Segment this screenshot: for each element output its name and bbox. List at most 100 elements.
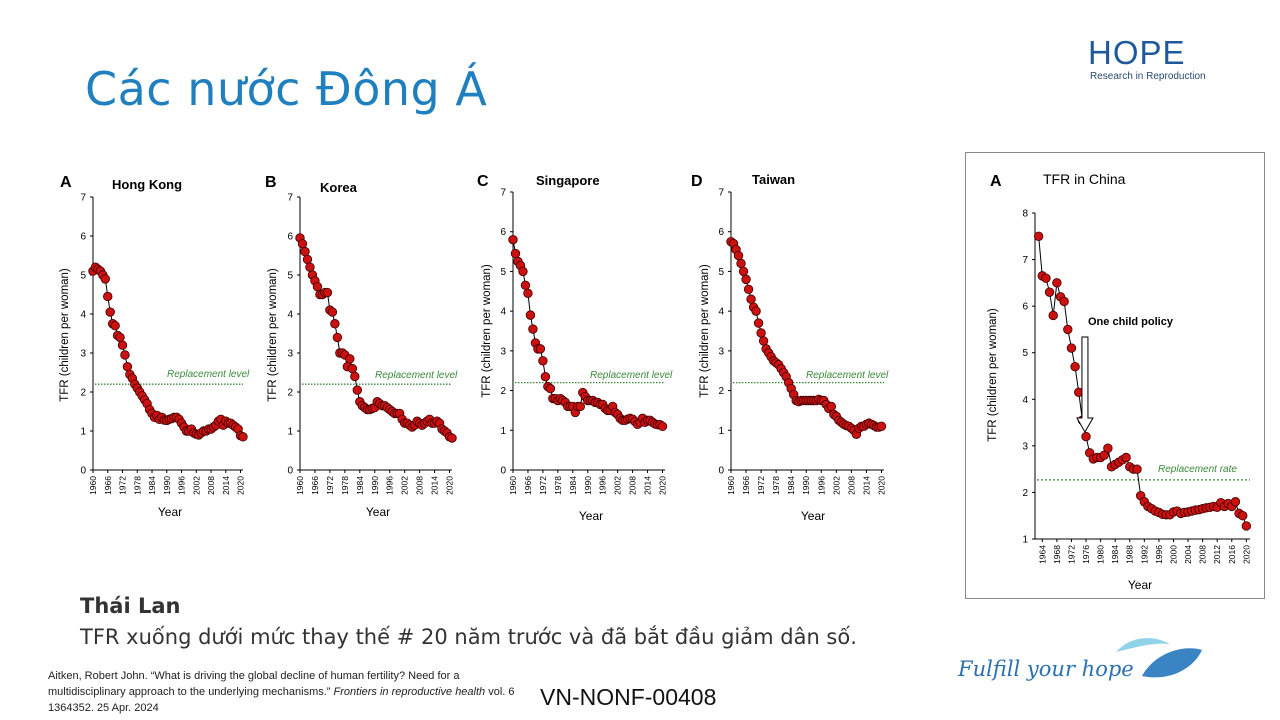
chart-4-data-point	[1070, 361, 1080, 372]
chart-1-data-point	[327, 307, 338, 317]
chart-1-x-tick-label: 2014	[430, 476, 440, 495]
citation: Aitken, Robert John. “What is driving th…	[48, 668, 518, 716]
chart-2-data-point	[508, 234, 518, 245]
chart-4-y-tick-label: 1	[1022, 535, 1028, 546]
thailand-text: TFR xuống dưới mức thay thế # 20 năm trư…	[80, 625, 857, 649]
chart-3-y-tick-label: 7	[718, 188, 724, 199]
chart-3-data-point	[733, 250, 744, 261]
chart-3-y-tick-label: 1	[718, 426, 724, 437]
chart-2-data-point	[528, 324, 538, 334]
chart-1-data-point	[345, 354, 355, 364]
chart-2-data-point	[657, 421, 668, 432]
leaf-logo-icon	[1116, 638, 1202, 678]
chart-0-y-axis-label: TFR (children per woman)	[59, 268, 71, 402]
chart-2-y-axis-label: TFR (children per woman)	[481, 264, 493, 398]
chart-4-data-point	[1230, 497, 1241, 507]
chart-1-data-point	[347, 363, 358, 374]
chart-4-x-tick-label: 2020	[1241, 545, 1251, 564]
chart-4-y-tick-label: 8	[1022, 209, 1028, 220]
chart-2-data-point	[523, 288, 533, 298]
chart-3-y-tick-label: 6	[718, 227, 724, 238]
chart-1-data-point	[352, 385, 363, 395]
chart-2-x-tick-label: 2002	[613, 476, 623, 495]
chart-3-x-tick-label: 2002	[831, 476, 841, 495]
citation-text: Aitken, Robert John. “What is driving th…	[48, 670, 460, 698]
chart-3-y-axis-label: TFR (children per woman)	[699, 264, 711, 398]
chart-0-data-point	[117, 340, 128, 350]
chart-3-data-point	[756, 328, 766, 338]
chart-3-x-tick-label: 1960	[726, 476, 736, 495]
chart-4-y-tick-label: 7	[1022, 255, 1028, 266]
chart-1-data-point	[330, 319, 340, 329]
chart-4-replacement-label: Replacement rate	[1158, 464, 1237, 475]
chart-0-series-line	[92, 266, 244, 438]
chart-3-x-tick-label: 1990	[801, 476, 811, 495]
chart-0-x-tick-label: 1990	[162, 476, 172, 495]
chart-4-y-tick-label: 4	[1022, 395, 1028, 406]
chart-3-data-point	[753, 318, 764, 328]
chart-1-x-tick-label: 1978	[340, 476, 350, 495]
chart-1-y-tick-label: 2	[287, 388, 293, 399]
chart-4-data-point	[1081, 431, 1091, 442]
chart-1-y-axis-label: TFR (children per woman)	[267, 268, 279, 402]
chart-1-y-tick-label: 1	[287, 427, 293, 438]
chart-4-data-point	[1044, 287, 1055, 297]
slogan: Fulfill your hope	[958, 657, 1134, 681]
chart-0-y-tick-label: 3	[80, 349, 86, 360]
chart-2-x-tick-label: 1978	[553, 476, 563, 495]
chart-3-data-point	[826, 401, 837, 412]
chart-1-data-point	[302, 254, 313, 265]
chart-4-annotation-arrow	[1076, 336, 1094, 434]
chart-3-data-point	[751, 306, 761, 316]
citation-journal: Frontiers in reproductive health	[333, 686, 486, 698]
chart-4-y-tick-label: 6	[1022, 302, 1028, 313]
chart-0-x-tick-label: 2002	[191, 476, 201, 495]
slide-title: Các nước Đông Á	[85, 62, 488, 116]
chart-2-y-tick-label: 2	[500, 386, 506, 397]
chart-1-x-tick-label: 1966	[310, 476, 320, 495]
chart-4-data-point	[1066, 343, 1077, 353]
chart-4-x-tick-label: 1984	[1110, 545, 1120, 564]
chart-4-data-point	[1041, 273, 1051, 283]
chart-1-panel-letter: B	[265, 174, 277, 191]
chart-4-data-point	[1033, 231, 1044, 241]
chart-4-data-point	[1059, 296, 1069, 307]
chart-1-replacement-label: Replacement level	[375, 370, 458, 381]
chart-0-y-tick-label: 4	[80, 310, 86, 321]
chart-1-y-tick-label: 5	[287, 271, 293, 282]
chart-0-data-point	[100, 274, 110, 284]
chart-1-x-tick-label: 2008	[415, 476, 425, 495]
chart-4-x-tick-label: 2004	[1183, 545, 1193, 564]
chart-0-y-tick-label: 1	[80, 427, 86, 438]
chart-0-data-point	[103, 291, 113, 302]
document-code: VN-NONF-00408	[540, 684, 717, 710]
chart-4-data-point	[1132, 464, 1142, 474]
chart-1-x-axis-label: Year	[366, 505, 390, 519]
chart-4-x-tick-label: 1988	[1125, 545, 1135, 564]
chart-3-x-tick-label: 1984	[786, 476, 796, 495]
chart-4-x-tick-label: 1968	[1052, 545, 1062, 564]
chart-0-x-tick-label: 1978	[132, 476, 142, 495]
chart-0-x-tick-label: 1966	[103, 476, 113, 495]
chart-1-x-tick-label: 1984	[355, 476, 365, 495]
chart-4-data-point	[1121, 452, 1131, 463]
chart-3-y-tick-label: 3	[718, 346, 724, 357]
chart-2-data-point	[538, 356, 548, 366]
chart-4-y-axis-label: TFR (children per woman)	[987, 308, 999, 442]
chart-1-y-tick-label: 7	[287, 193, 293, 204]
chart-3-data-point	[758, 336, 769, 346]
chart-0-y-tick-label: 7	[80, 193, 86, 204]
chart-1-data-point	[297, 239, 308, 249]
chart-2-y-tick-label: 4	[500, 307, 506, 318]
chart-2-data-point	[575, 401, 585, 412]
chart-0-replacement-label: Replacement level	[167, 369, 250, 380]
chart-2-x-tick-label: 1996	[598, 476, 608, 495]
chart-2-x-tick-label: 1984	[568, 476, 578, 495]
chart-0-y-tick-label: 2	[80, 388, 86, 399]
chart-1-data-point	[332, 332, 343, 343]
chart-3-x-tick-label: 2014	[861, 476, 871, 495]
chart-3-data-point	[743, 284, 754, 295]
chart-4-x-tick-label: 1964	[1037, 545, 1047, 564]
chart-3-series-line	[730, 241, 882, 436]
chart-3-data-point	[741, 274, 751, 285]
